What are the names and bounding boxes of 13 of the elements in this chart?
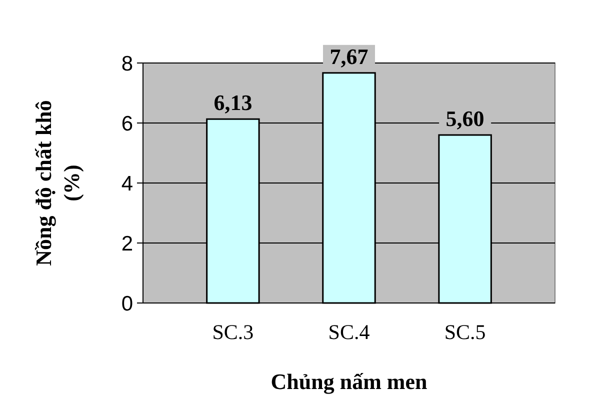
y-axis-title: Nồng độ chất khô (%) bbox=[31, 100, 84, 266]
y-tick-label: 4 bbox=[121, 172, 134, 196]
y-tick-label: 2 bbox=[121, 232, 133, 256]
data-label: 5,60 bbox=[446, 106, 484, 131]
x-tick-label: SC.3 bbox=[212, 320, 254, 344]
y-tick-label: 0 bbox=[121, 292, 133, 316]
data-label: 7,67 bbox=[330, 44, 368, 69]
x-tick-label: SC.5 bbox=[444, 320, 486, 344]
x-tick-label: SC.4 bbox=[328, 320, 370, 344]
x-axis-title: Chủng nấm men bbox=[270, 369, 428, 394]
y-tick-label: 6 bbox=[121, 112, 133, 136]
data-label: 6,13 bbox=[214, 90, 252, 116]
y-tick-label: 8 bbox=[121, 52, 133, 76]
